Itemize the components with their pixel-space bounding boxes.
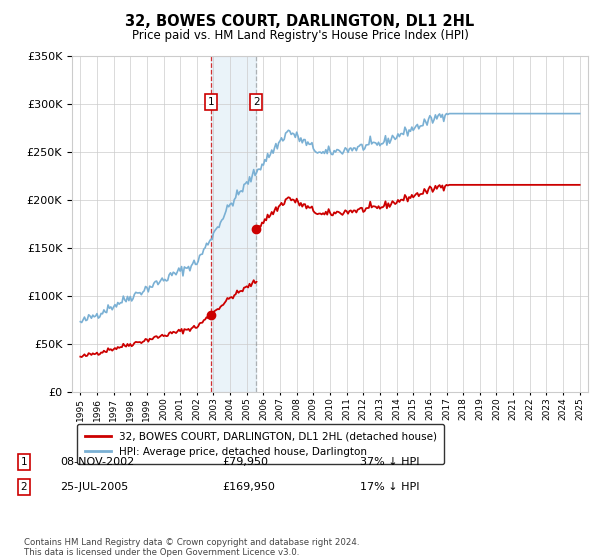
Text: 2: 2 [20, 482, 28, 492]
Legend: 32, BOWES COURT, DARLINGTON, DL1 2HL (detached house), HPI: Average price, detac: 32, BOWES COURT, DARLINGTON, DL1 2HL (de… [77, 424, 444, 464]
Text: 1: 1 [208, 97, 215, 107]
Bar [211, 56, 256, 392]
Text: 37% ↓ HPI: 37% ↓ HPI [360, 457, 419, 467]
Text: 08-NOV-2002: 08-NOV-2002 [60, 457, 134, 467]
Text: 2: 2 [253, 97, 260, 107]
Text: £79,950: £79,950 [222, 457, 268, 467]
Text: 32, BOWES COURT, DARLINGTON, DL1 2HL: 32, BOWES COURT, DARLINGTON, DL1 2HL [125, 14, 475, 29]
Text: £169,950: £169,950 [222, 482, 275, 492]
Text: 1: 1 [20, 457, 28, 467]
Text: Price paid vs. HM Land Registry's House Price Index (HPI): Price paid vs. HM Land Registry's House … [131, 29, 469, 42]
Text: 17% ↓ HPI: 17% ↓ HPI [360, 482, 419, 492]
Text: 25-JUL-2005: 25-JUL-2005 [60, 482, 128, 492]
Text: Contains HM Land Registry data © Crown copyright and database right 2024.
This d: Contains HM Land Registry data © Crown c… [24, 538, 359, 557]
